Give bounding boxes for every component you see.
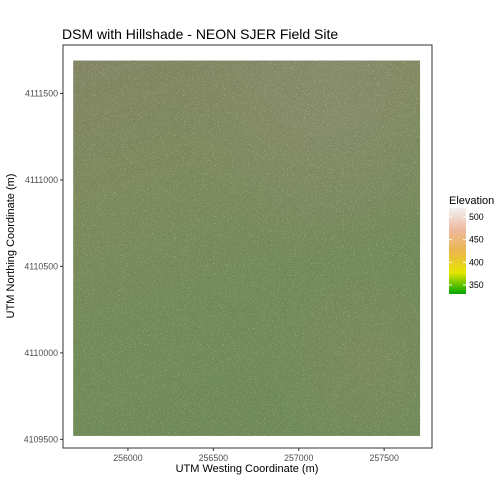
dsm-raster: [73, 60, 421, 436]
x-tick-label: 256000: [113, 453, 142, 463]
x-axis-title: UTM Westing Coordinate (m): [176, 463, 319, 475]
x-tick-label: 257500: [369, 453, 398, 463]
y-tick-label: 4110000: [24, 348, 58, 358]
legend-breaks: 350 400 450 500: [449, 212, 484, 290]
y-tick-label: 4110500: [24, 261, 58, 271]
y-axis: 4109500 4110000 4110500 4111000 4111500: [24, 88, 63, 444]
legend-break-label: 500: [469, 212, 484, 222]
legend-title: Elevation: [449, 195, 494, 207]
chart-title: DSM with Hillshade - NEON SJER Field Sit…: [62, 26, 338, 42]
y-tick-label: 4111000: [25, 175, 58, 185]
x-tick-label: 256500: [199, 453, 228, 463]
elevation-legend: Elevation 350 400 450 500: [449, 195, 494, 294]
y-tick-label: 4109500: [24, 434, 58, 444]
y-tick-label: 4111500: [25, 88, 58, 98]
x-axis: 256000 256500 257000 257500: [113, 448, 399, 463]
raster-hillshade-texture: [73, 60, 421, 436]
legend-break-label: 350: [469, 280, 484, 290]
legend-break-label: 400: [469, 257, 484, 267]
legend-break-label: 450: [469, 235, 484, 245]
y-axis-title: UTM Northing Coordinate (m): [5, 174, 17, 319]
legend-colorbar: [449, 208, 466, 294]
x-tick-label: 257000: [284, 453, 313, 463]
